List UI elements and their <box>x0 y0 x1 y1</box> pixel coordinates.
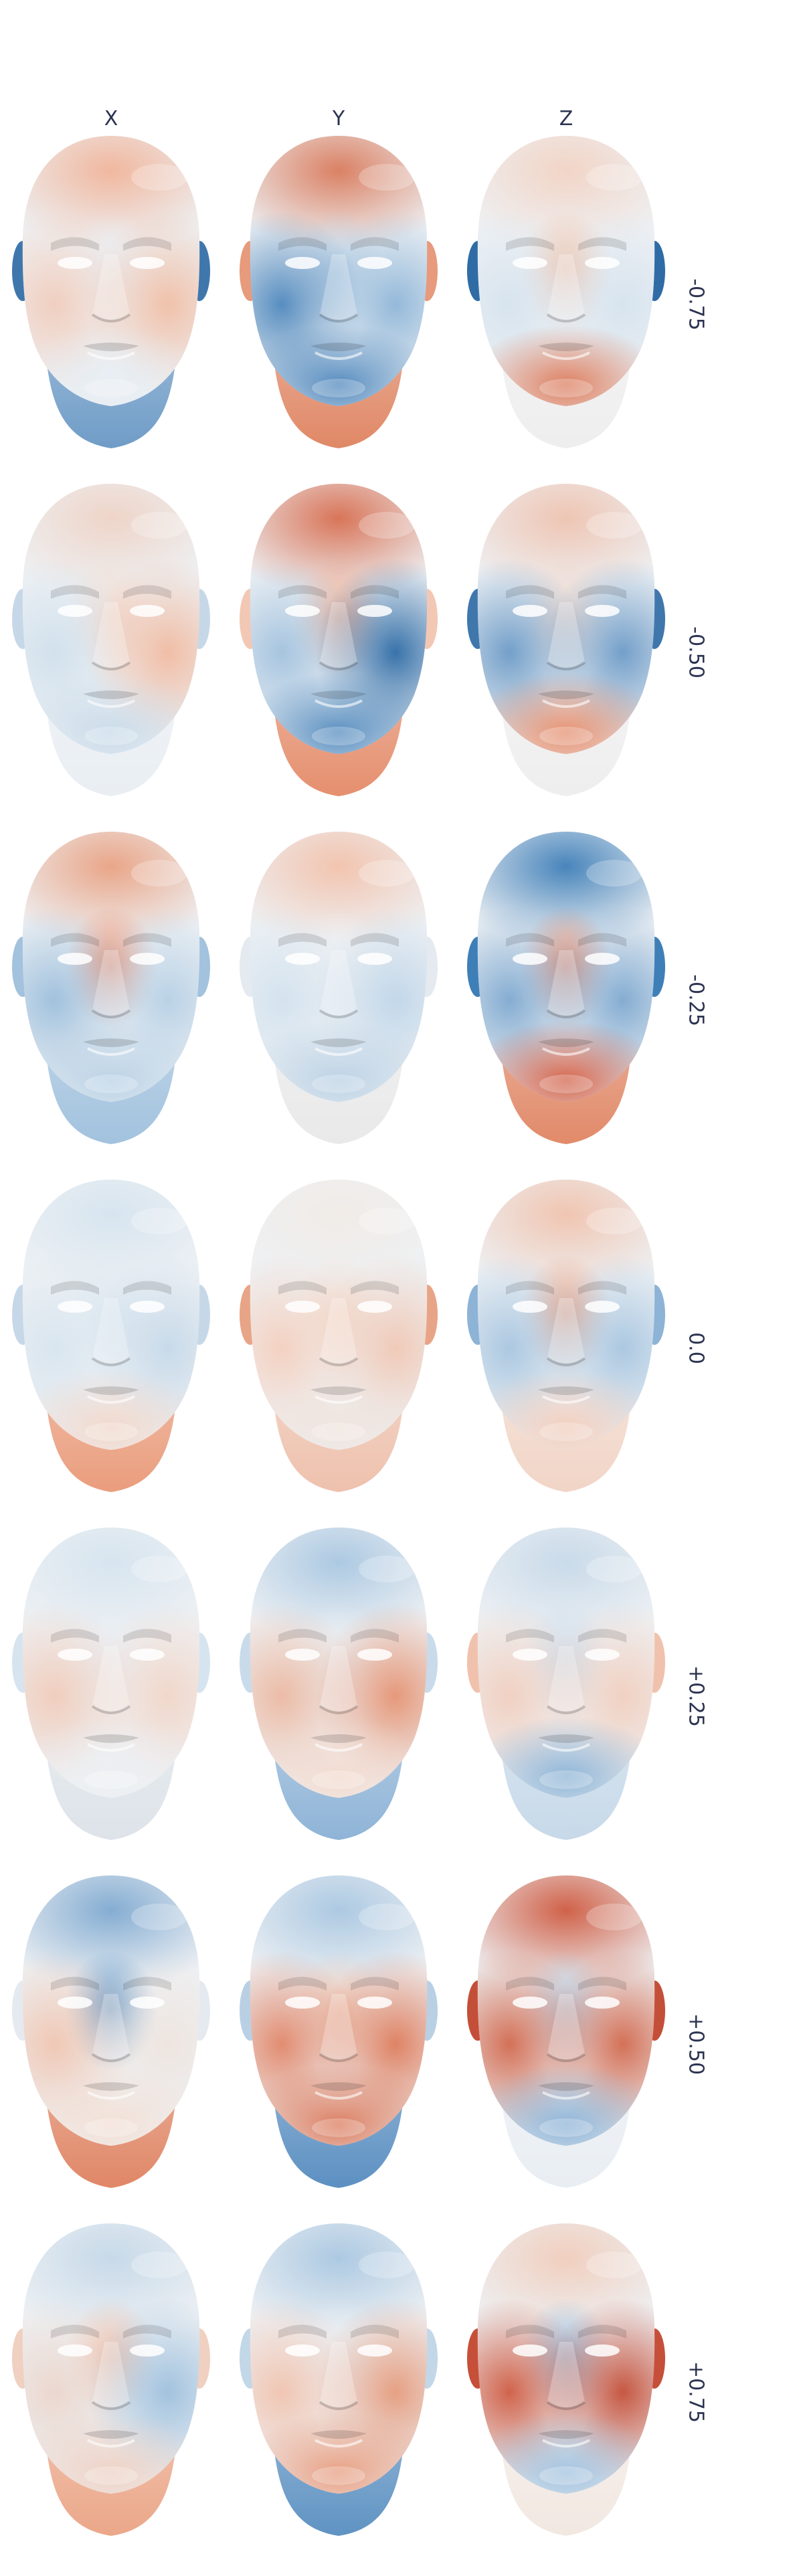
face-render-x <box>4 1174 218 1522</box>
face-render-z <box>459 130 673 478</box>
face-render-x <box>4 1522 218 1870</box>
row-label-text: +0.50 <box>684 2013 708 2075</box>
face-render-x <box>4 130 218 478</box>
row-label-text: -0.75 <box>684 278 708 331</box>
face-render-z <box>459 826 673 1174</box>
face-render-z <box>459 478 673 826</box>
face-render-y <box>232 1174 446 1522</box>
face-row: +0.50 <box>0 1870 803 2218</box>
row-label-text: -0.50 <box>684 626 708 678</box>
face-render-y <box>232 826 446 1174</box>
face-row: 0.0 <box>0 1174 803 1522</box>
face-render-y <box>232 478 446 826</box>
face-render-z <box>459 1522 673 1870</box>
face-render-y <box>232 1870 446 2218</box>
face-render-y <box>232 2218 446 2566</box>
face-render-x <box>4 1870 218 2218</box>
face-row: +0.75 <box>0 2218 803 2566</box>
face-render-y <box>232 130 446 478</box>
face-row: -0.25 <box>0 826 803 1174</box>
row-label-text: 0.0 <box>684 1332 708 1364</box>
face-render-y <box>232 1522 446 1870</box>
column-header-y: Y <box>332 107 345 130</box>
face-row: -0.75 <box>0 130 803 478</box>
column-header-z: Z <box>559 107 573 130</box>
face-render-z <box>459 2218 673 2566</box>
row-label-text: +0.25 <box>684 1665 708 1727</box>
face-render-x <box>4 2218 218 2566</box>
face-render-x <box>4 826 218 1174</box>
row-label-text: +0.75 <box>684 2361 708 2423</box>
face-render-z <box>459 1174 673 1522</box>
face-row: +0.25 <box>0 1522 803 1870</box>
face-render-z <box>459 1870 673 2218</box>
row-label-text: -0.25 <box>684 974 708 1026</box>
face-render-x <box>4 478 218 826</box>
face-row: -0.50 <box>0 478 803 826</box>
column-header-x: X <box>104 107 118 130</box>
